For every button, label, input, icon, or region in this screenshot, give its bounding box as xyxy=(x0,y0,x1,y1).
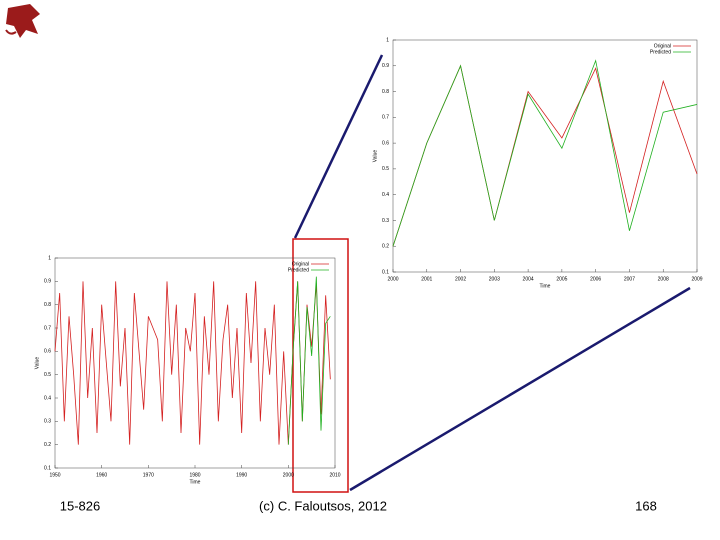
x-tick-label: 2002 xyxy=(455,276,466,282)
legend-label: Predicted xyxy=(288,267,309,273)
zoom-line xyxy=(349,286,691,492)
footer-left: 15-826 xyxy=(60,498,100,513)
y-tick-label: 0.9 xyxy=(44,279,51,285)
x-tick-label: 2000 xyxy=(283,472,294,478)
y-tick-label: 0.6 xyxy=(382,140,389,146)
x-tick-label: 2005 xyxy=(556,276,567,282)
legend-label: Original xyxy=(654,43,671,49)
series-line xyxy=(287,276,331,445)
legend-label: Original xyxy=(292,261,309,267)
series-line xyxy=(392,64,698,247)
y-tick-label: 0.7 xyxy=(44,325,51,331)
y-tick-label: 0.1 xyxy=(44,465,51,471)
y-tick-label: 0.1 xyxy=(382,269,389,275)
y-axis-label: Value xyxy=(372,150,378,163)
footer-right: 168 xyxy=(635,498,657,513)
x-axis-label: Time xyxy=(540,283,551,289)
y-tick-label: 0.8 xyxy=(382,89,389,95)
series-line xyxy=(392,59,698,247)
x-tick-label: 1980 xyxy=(189,472,200,478)
x-tick-label: 2008 xyxy=(658,276,669,282)
y-tick-label: 0.4 xyxy=(382,192,389,198)
x-tick-label: 2006 xyxy=(590,276,601,282)
y-tick-label: 1 xyxy=(386,37,389,43)
x-axis-label: Time xyxy=(190,479,201,485)
y-tick-label: 1 xyxy=(48,255,51,261)
y-tick-label: 0.2 xyxy=(44,442,51,448)
x-tick-label: 1970 xyxy=(143,472,154,478)
y-tick-label: 0.7 xyxy=(382,115,389,121)
x-tick-label: 1960 xyxy=(96,472,107,478)
y-tick-label: 0.5 xyxy=(382,166,389,172)
footer-center: (c) C. Faloutsos, 2012 xyxy=(259,498,387,513)
y-tick-label: 0.3 xyxy=(44,419,51,425)
x-tick-label: 1950 xyxy=(49,472,60,478)
x-tick-label: 2004 xyxy=(523,276,534,282)
y-tick-label: 0.8 xyxy=(44,302,51,308)
y-tick-label: 0.4 xyxy=(44,395,51,401)
y-tick-label: 0.2 xyxy=(382,244,389,250)
x-tick-label: 2010 xyxy=(329,472,340,478)
y-axis-label: Value xyxy=(34,357,40,370)
x-tick-label: 2009 xyxy=(691,276,702,282)
x-tick-label: 2007 xyxy=(624,276,635,282)
logo xyxy=(5,4,40,38)
x-tick-label: 2001 xyxy=(421,276,432,282)
x-tick-label: 2003 xyxy=(489,276,500,282)
zoom-box xyxy=(292,238,349,493)
y-tick-label: 0.5 xyxy=(44,372,51,378)
y-tick-label: 0.3 xyxy=(382,218,389,224)
y-tick-label: 0.6 xyxy=(44,349,51,355)
legend-label: Predicted xyxy=(650,49,671,55)
y-tick-label: 0.9 xyxy=(382,63,389,69)
plot-frame xyxy=(392,39,698,273)
zoom-line xyxy=(293,54,384,239)
x-tick-label: 2000 xyxy=(387,276,398,282)
series-line xyxy=(54,281,331,445)
x-tick-label: 1990 xyxy=(236,472,247,478)
